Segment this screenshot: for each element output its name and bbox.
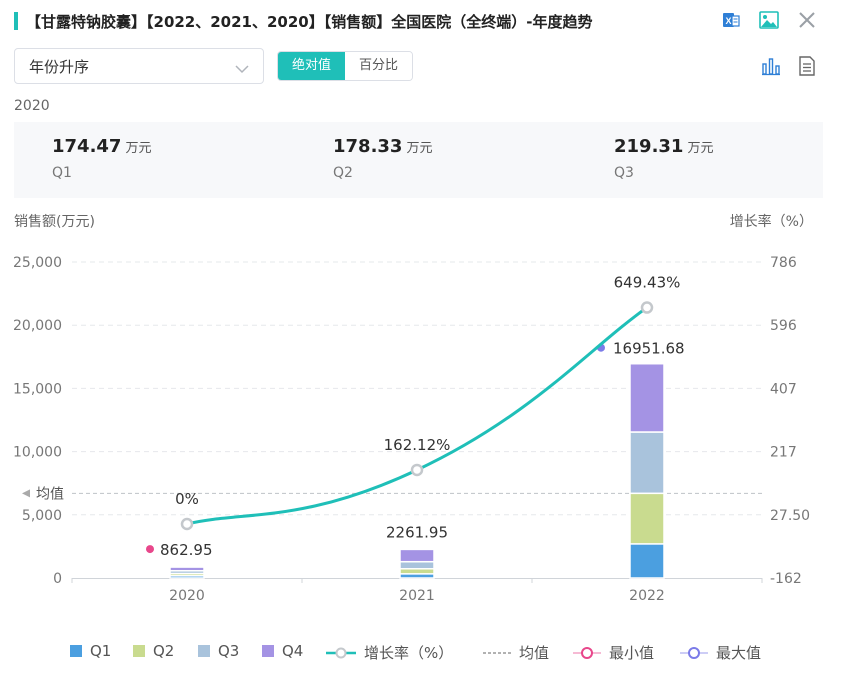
title-bar: 【甘露特钠胶囊】【2022、2021、2020】【销售额】全国医院（全终端）-年… [14,8,829,34]
legend-label: 最小值 [609,644,655,662]
legend-symbol [262,645,274,657]
stat-quarter: Q3 [614,165,634,181]
stat-unit: 万元 [687,141,714,156]
y-tick-label: 10,000 [13,445,62,461]
growth-label: 649.43% [614,274,681,292]
bar-q2 [399,568,435,575]
x-tick-label: 2022 [629,588,665,604]
bar-q1 [629,543,665,579]
legend-label: Q2 [153,642,175,660]
legend-label: 最大值 [716,644,762,662]
y-axis-title: 销售额(万元) [14,214,95,230]
average-label: 均值 [36,486,64,502]
legend-item-growth[interactable]: 增长率（%） [326,642,453,663]
sort-select-value: 年份升序 [29,57,90,76]
stat-value: 178.33 [333,136,403,157]
bar-q3 [629,431,665,495]
y2-tick-label: 786 [770,255,797,271]
stat-value: 174.47 [52,136,122,157]
legend-label: Q3 [218,642,240,660]
bar-q4 [169,566,205,572]
legend-item-q1[interactable]: Q1 [70,642,111,660]
y2-tick-label: 596 [770,318,797,334]
legend-symbol [573,646,601,660]
value-mode-toggle: 绝对值 百分比 [277,51,414,81]
legend-symbol [133,645,145,657]
bar-q4 [629,362,665,433]
legend-label: Q1 [90,642,112,660]
absolute-value-button[interactable]: 绝对值 [278,52,346,80]
legend-item-avg[interactable]: 均值 [483,642,549,663]
sales-trend-chart: 销售额(万元) 增长率（%） 0 5,000 10,000 15,000 20,000 25,… [13,213,813,604]
sort-select[interactable]: 年份升序 [14,48,264,84]
total-label: 16951.68 [613,340,685,358]
y-tick-label: 25,000 [13,255,62,271]
chart-legend: Q1 Q2 Q3 Q4 增长率（%） 均值 最小值 最大值 [0,636,843,666]
legend-symbol [70,645,82,657]
legend-symbol [198,645,210,657]
growth-line [186,306,648,526]
growth-point [640,301,654,314]
y-tick-label: 20,000 [13,318,62,334]
y-tick-label: 5,000 [22,508,62,524]
legend-item-min[interactable]: 最小值 [573,642,654,663]
x-tick-label: 2020 [169,588,205,604]
growth-label: 162.12% [384,436,451,454]
view-switch [759,54,819,78]
stats-year: 2020 [14,98,50,114]
y2-tick-label: -162 [770,571,802,587]
bar-q2 [629,492,665,545]
legend-label: Q4 [282,642,304,660]
excel-export-icon[interactable]: X [719,8,743,32]
growth-label: 0% [175,490,199,508]
total-label: 2261.95 [386,523,448,541]
close-icon[interactable] [795,8,819,32]
title-accent [14,12,18,30]
stat-quarter: Q2 [333,165,353,181]
stat-value: 219.31 [614,136,684,157]
y2-tick-label: 27.50 [770,508,810,524]
legend-item-q3[interactable]: Q3 [198,642,239,660]
legend-symbol [326,646,356,660]
y2-axis-title: 增长率（%） [730,213,813,230]
y2-tick-label: 217 [770,445,797,461]
bar-q3 [399,560,435,570]
page-title: 【甘露特钠胶囊】【2022、2021、2020】【销售额】全国医院（全终端）-年… [26,12,593,31]
legend-label: 增长率（%） [364,644,454,662]
stat-unit: 万元 [406,141,433,156]
legend-symbol [483,646,511,660]
title-actions: X [719,8,819,32]
legend-item-max[interactable]: 最大值 [680,642,761,663]
stat-q2: 178.33 万元 Q2 [333,136,432,181]
y2-tick-label: 407 [770,381,797,397]
svg-text:X: X [725,16,731,26]
legend-item-q2[interactable]: Q2 [133,642,174,660]
stat-quarter: Q1 [52,165,72,181]
min-marker [146,545,154,554]
y-tick-label: 15,000 [13,381,62,397]
stat-unit: 万元 [125,141,152,156]
legend-item-q4[interactable]: Q4 [262,642,303,660]
growth-point [410,463,424,477]
image-export-icon[interactable] [757,8,781,32]
y-tick-label: 0 [53,571,62,587]
average-marker [22,489,30,498]
growth-point [180,517,194,531]
legend-label: 均值 [519,644,550,662]
x-tick-label: 2021 [399,588,435,604]
controls-row: 年份升序 绝对值 百分比 [14,48,829,84]
percentage-button[interactable]: 百分比 [345,52,413,80]
stat-q1: 174.47 万元 Q1 [52,136,151,181]
legend-symbol [680,646,708,660]
table-view-icon[interactable] [795,54,819,78]
bar-q4 [399,548,435,563]
total-label: 862.95 [160,541,213,559]
stat-q3: 219.31 万元 Q3 [614,136,713,181]
chevron-down-icon [235,60,249,78]
bar-chart-icon[interactable] [759,54,783,78]
stats-panel: 174.47 万元 Q1 178.33 万元 Q2 219.31 万元 Q3 [14,122,823,198]
